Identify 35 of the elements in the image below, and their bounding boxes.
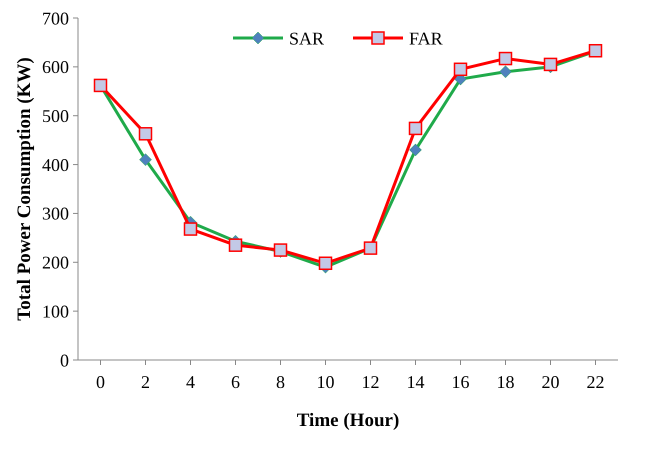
x-tick-label: 20: [542, 372, 560, 392]
y-tick-label: 100: [42, 301, 69, 322]
y-tick-label: 0: [60, 350, 69, 370]
x-tick-label: 10: [316, 372, 334, 392]
y-axis-title: Total Power Consumption (KW): [14, 57, 35, 321]
legend-label: FAR: [409, 28, 443, 48]
y-tick-label: 500: [42, 106, 69, 126]
x-tick-label: 16: [452, 372, 470, 392]
point: [138, 127, 152, 141]
y-tick-label: 700: [42, 8, 69, 28]
y-tick-label: 400: [42, 154, 69, 175]
x-tick-label: 2: [141, 372, 150, 392]
point: [499, 65, 512, 78]
point: [184, 222, 198, 236]
x-axis-title: Time (Hour): [296, 410, 400, 431]
y-tick-label: 200: [42, 252, 69, 273]
point: [318, 256, 332, 270]
y-tick-label: 600: [42, 57, 69, 78]
x-tick-label: 6: [231, 372, 240, 392]
y-tick-label: 300: [42, 204, 69, 224]
point: [139, 153, 152, 166]
point: [498, 52, 512, 66]
legend-label: SAR: [289, 28, 324, 48]
x-tick-label: 22: [586, 372, 604, 392]
x-tick-label: 0: [96, 372, 105, 392]
point: [409, 144, 422, 156]
x-tick-label: 4: [186, 372, 195, 392]
point: [454, 62, 468, 76]
point: [408, 122, 422, 136]
point: [544, 58, 558, 72]
x-tick-label: 18: [496, 372, 514, 392]
x-tick-label: 14: [406, 372, 424, 392]
x-tick-label: 12: [362, 372, 380, 392]
point: [228, 238, 242, 252]
x-tick-label: 8: [276, 372, 285, 392]
